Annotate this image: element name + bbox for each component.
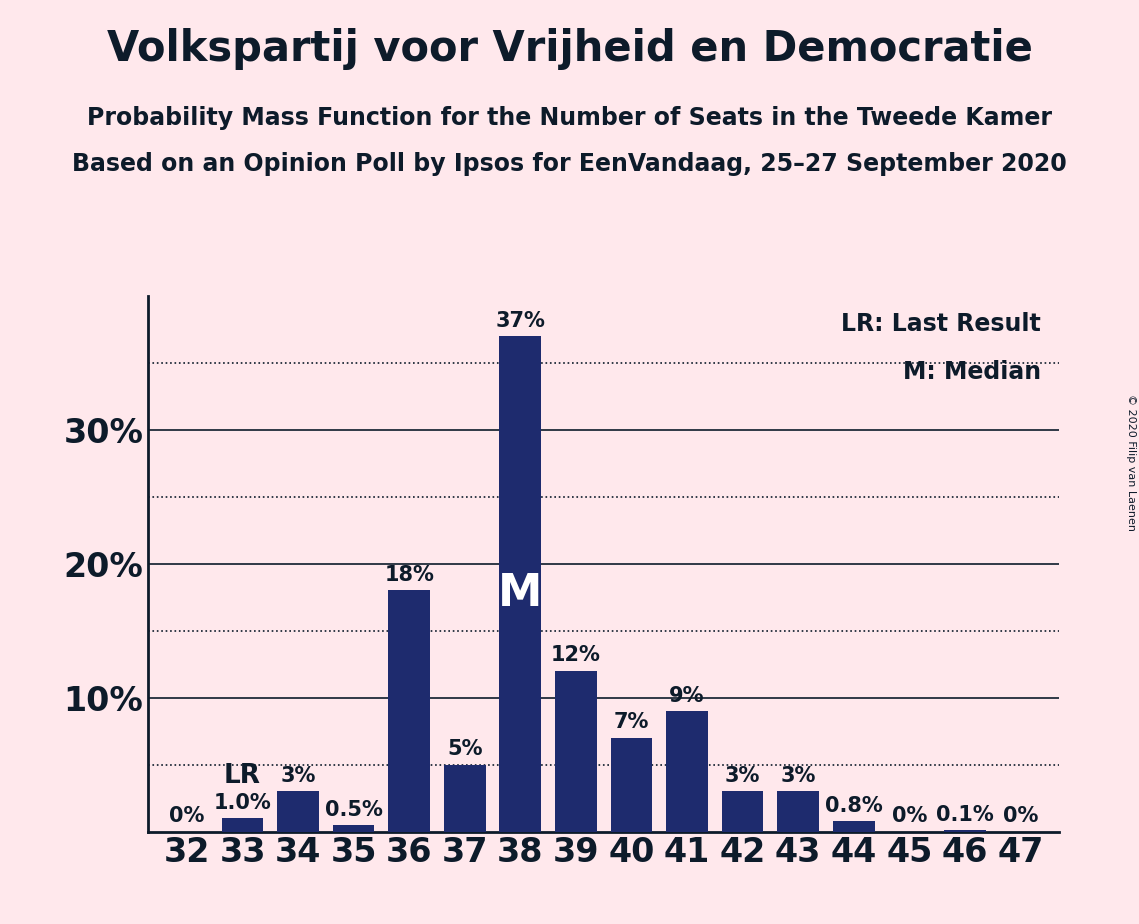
Text: 0%: 0% [170,807,205,826]
Text: 12%: 12% [551,646,601,665]
Bar [555,671,597,832]
Text: 0%: 0% [892,807,927,826]
Text: M: Median: M: Median [903,360,1041,384]
Bar [611,737,653,832]
Text: 0%: 0% [1002,807,1038,826]
Text: 5%: 5% [446,739,483,760]
Bar [388,590,431,832]
Text: Based on an Opinion Poll by Ipsos for EenVandaag, 25–27 September 2020: Based on an Opinion Poll by Ipsos for Ee… [72,152,1067,176]
Text: 3%: 3% [280,766,316,786]
Text: 0.8%: 0.8% [825,796,883,816]
Bar [500,336,541,832]
Bar [944,831,985,832]
Text: LR: Last Result: LR: Last Result [842,311,1041,335]
Text: 3%: 3% [724,766,760,786]
Text: LR: LR [224,762,261,789]
Text: 37%: 37% [495,310,546,331]
Text: 9%: 9% [670,686,705,706]
Bar [333,825,375,832]
Text: 0.1%: 0.1% [936,805,993,825]
Bar [222,819,263,832]
Text: © 2020 Filip van Laenen: © 2020 Filip van Laenen [1126,394,1136,530]
Text: 1.0%: 1.0% [214,793,271,813]
Bar [722,791,763,832]
Bar [833,821,875,832]
Bar [666,711,707,832]
Bar [444,765,485,832]
Text: M: M [498,572,542,615]
Text: 3%: 3% [780,766,816,786]
Text: 18%: 18% [384,565,434,585]
Text: 7%: 7% [614,712,649,733]
Text: Probability Mass Function for the Number of Seats in the Tweede Kamer: Probability Mass Function for the Number… [87,106,1052,130]
Text: Volkspartij voor Vrijheid en Democratie: Volkspartij voor Vrijheid en Democratie [107,28,1032,69]
Text: 0.5%: 0.5% [325,799,383,820]
Bar [777,791,819,832]
Bar [277,791,319,832]
